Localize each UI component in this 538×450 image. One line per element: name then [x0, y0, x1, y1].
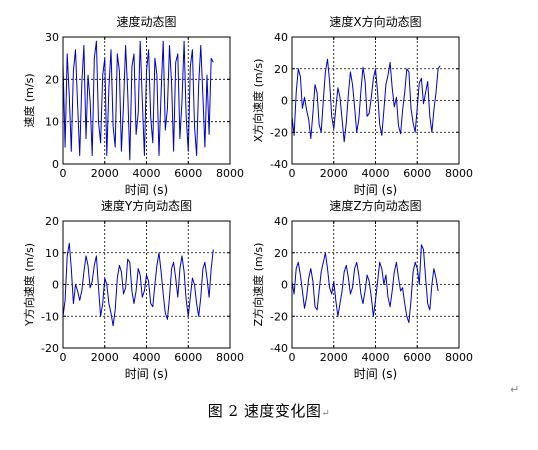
caption-paragraph-mark: ↵	[321, 408, 331, 419]
y-tick-label: 0	[281, 279, 288, 292]
y-axis-label: Y方向速度 (m/s)	[22, 243, 36, 327]
x-tick-label: 2000	[91, 351, 119, 364]
chart-title: 速度动态图	[116, 14, 176, 29]
figure-caption: 图 2 速度变化图↵	[0, 400, 538, 421]
x-tick-label: 0	[289, 351, 296, 364]
y-tick-label: 0	[52, 158, 59, 171]
x-tick-label: 0	[289, 167, 296, 180]
x-tick-label: 8000	[216, 167, 244, 180]
y-axis-label: Z方向速度 (m/s)	[251, 243, 265, 327]
x-axis-label: 时间 (s)	[354, 183, 397, 197]
x-tick-label: 8000	[445, 351, 473, 364]
x-axis-label: 时间 (s)	[125, 367, 168, 381]
y-tick-label: 0	[52, 279, 59, 292]
x-tick-label: 0	[60, 351, 67, 364]
x-tick-label: 2000	[320, 351, 348, 364]
x-tick-label: 6000	[403, 351, 431, 364]
x-tick-label: 8000	[445, 167, 473, 180]
x-tick-label: 6000	[403, 167, 431, 180]
figure-caption-text: 图 2 速度变化图	[207, 402, 322, 420]
y-tick-label: 30	[45, 31, 59, 44]
y-axis-label: X方向速度 (m/s)	[251, 59, 265, 143]
x-axis-label: 时间 (s)	[125, 183, 168, 197]
x-tick-label: 2000	[320, 167, 348, 180]
y-tick-label: 20	[274, 247, 288, 260]
x-axis-label: 时间 (s)	[354, 367, 397, 381]
y-axis-label: 速度 (m/s)	[22, 73, 36, 127]
x-tick-label: 8000	[216, 351, 244, 364]
paragraph-mark-right: ↵	[510, 383, 520, 396]
y-tick-label: -10	[41, 310, 59, 323]
y-tick-label: -20	[270, 310, 288, 323]
x-tick-label: 2000	[91, 167, 119, 180]
y-tick-label: 10	[45, 116, 59, 129]
series-line-1	[291, 244, 439, 324]
y-tick-label: 40	[274, 31, 288, 44]
chart-title: 速度Y方向动态图	[101, 198, 192, 213]
x-tick-label: 6000	[174, 351, 202, 364]
x-tick-label: 4000	[133, 351, 161, 364]
x-tick-label: 4000	[362, 351, 390, 364]
series-line-1	[62, 40, 214, 161]
series-line-1	[62, 242, 214, 327]
x-tick-label: 4000	[133, 167, 161, 180]
y-tick-label: -40	[270, 342, 288, 355]
y-tick-label: 20	[45, 73, 59, 86]
x-tick-label: 6000	[174, 167, 202, 180]
x-tick-label: 4000	[362, 167, 390, 180]
y-tick-label: -20	[41, 342, 59, 355]
y-tick-label: 10	[45, 247, 59, 260]
x-tick-label: 0	[60, 167, 67, 180]
y-tick-label: 40	[274, 215, 288, 228]
y-tick-label: 0	[281, 95, 288, 108]
chart-title: 速度X方向动态图	[329, 14, 421, 29]
chart-title: 速度Z方向动态图	[329, 198, 421, 213]
y-tick-label: -40	[270, 158, 288, 171]
series-line-1	[291, 58, 441, 143]
y-tick-label: -20	[270, 126, 288, 139]
y-tick-label: 20	[274, 63, 288, 76]
y-tick-label: 20	[45, 215, 59, 228]
